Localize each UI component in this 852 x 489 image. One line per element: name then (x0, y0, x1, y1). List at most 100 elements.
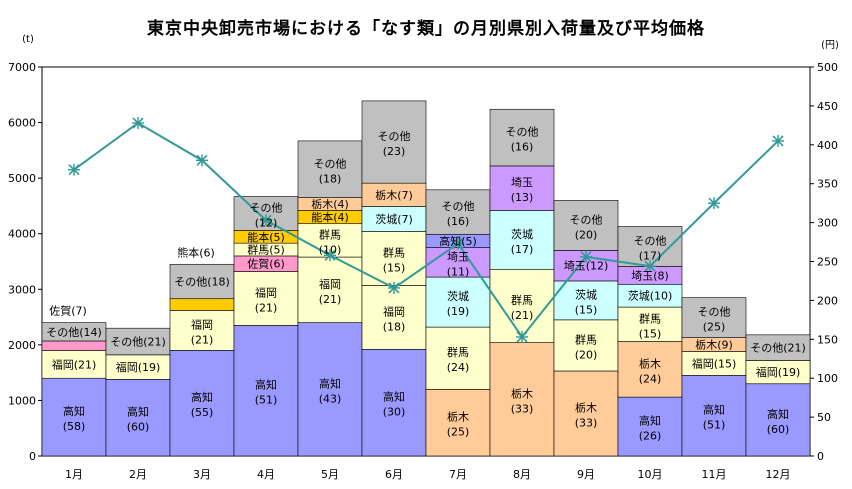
bar-segment (297, 322, 363, 457)
price-line-layer (68, 117, 784, 343)
segment-label: 茨城 (447, 289, 469, 303)
bar-segment (489, 210, 555, 270)
segment-pct: (55) (191, 406, 214, 419)
y2-tick-label: 500 (817, 61, 838, 74)
price-point (452, 237, 464, 250)
bar-segment (41, 340, 107, 351)
segment-label: 栃木(4) (311, 197, 349, 211)
bar-segment (489, 165, 555, 211)
segment-label: 群馬 (319, 227, 341, 241)
bar-segment (41, 377, 107, 457)
segment-pct: (15) (575, 303, 598, 316)
segment-label: 栃木 (575, 400, 597, 414)
bar-segment (169, 263, 235, 300)
bar-above-label: 熊本(6) (177, 245, 215, 259)
segment-label: 埼玉(8) (631, 268, 669, 282)
y2-tick-label: 300 (817, 217, 838, 230)
segment-label: 群馬 (639, 311, 661, 325)
x-tick-label: 10月 (638, 468, 663, 481)
segment-label: 群馬 (511, 293, 533, 307)
segment-label: 栃木(9) (695, 338, 733, 352)
segment-label: 群馬 (383, 245, 405, 259)
segment-pct: (33) (575, 416, 598, 429)
segment-label: 福岡(15) (692, 356, 737, 370)
segment-label: 埼玉(12) (564, 259, 609, 273)
segment-label: その他(14) (46, 326, 102, 339)
segment-label: 埼玉 (511, 175, 533, 189)
segment-label: その他 (314, 157, 347, 170)
labels-layer: 高知(58)福岡(21)その他(14)佐賀(7)高知(60)福岡(19)その他(… (46, 126, 806, 443)
x-tick-label: 12月 (766, 468, 791, 481)
y2-tick-label: 350 (817, 178, 838, 191)
bar-segment (169, 298, 235, 311)
segment-pct: (16) (511, 141, 534, 154)
segment-pct: (51) (255, 394, 278, 407)
y-tick-label: 4000 (8, 228, 36, 241)
bar-segment (553, 370, 619, 457)
x-tick-label: 6月 (385, 468, 403, 481)
segment-pct: (15) (383, 261, 406, 274)
segment-label: 高知 (63, 404, 85, 418)
segment-pct: (60) (127, 421, 150, 434)
price-point (708, 197, 720, 210)
bar-segment (553, 200, 619, 251)
segment-label: 能本(5) (247, 230, 285, 244)
y-tick-label: 1000 (8, 394, 36, 407)
segment-label: 高知 (127, 405, 149, 419)
segment-label: その他 (250, 201, 283, 214)
segment-label: その他(21) (110, 336, 166, 349)
y-tick-label: 7000 (8, 61, 36, 74)
segment-pct: (18) (383, 320, 406, 333)
price-point (388, 281, 400, 294)
segment-label: その他 (698, 306, 731, 319)
x-tick-label: 1月 (65, 468, 83, 481)
y2-tick-label: 400 (817, 139, 838, 152)
bar-segment (489, 342, 555, 457)
segment-label: 高知 (639, 414, 661, 428)
x-tick-label: 7月 (449, 468, 467, 481)
price-point (260, 214, 272, 227)
segment-label: 福岡 (255, 285, 277, 299)
segment-label: 高知 (383, 390, 405, 404)
bar-segment (681, 375, 747, 457)
y-tick-label: 2000 (8, 339, 36, 352)
price-point (132, 117, 144, 130)
segment-pct: (15) (639, 327, 662, 340)
bar-above-label: 佐賀(7) (49, 304, 87, 318)
y2-unit-label: (円) (821, 40, 839, 51)
bar-segment (553, 319, 619, 372)
segment-label: 茨城(7) (375, 212, 413, 226)
segment-pct: (13) (511, 191, 534, 204)
bar-segment (233, 271, 299, 326)
segment-label: 福岡(19) (756, 365, 801, 379)
segment-pct: (25) (703, 321, 726, 334)
segment-label: 群馬 (447, 345, 469, 359)
segment-label: 福岡(19) (116, 360, 161, 374)
y-tick-label: 3000 (8, 283, 36, 296)
chart-title: 東京中央卸売市場における「なす類」の月別県別入荷量及び平均価格 (147, 19, 705, 39)
segment-label: 茨城 (575, 287, 597, 301)
segment-label: 栃木 (639, 356, 661, 370)
segment-label: 高知 (191, 390, 213, 404)
segment-label: その他 (442, 200, 475, 213)
y2-tick-label: 450 (817, 100, 838, 113)
x-tick-label: 3月 (193, 468, 211, 481)
segment-pct: (18) (319, 172, 342, 185)
segment-label: 福岡 (319, 277, 341, 291)
segment-label: 高知(5) (439, 234, 477, 248)
segment-pct: (43) (319, 392, 342, 405)
price-point (324, 249, 336, 262)
y2-tick-label: 200 (817, 294, 838, 307)
bar-segment (617, 226, 683, 267)
bar-segment (745, 334, 811, 361)
segment-label: 高知 (319, 376, 341, 390)
segment-label: 茨城(10) (628, 289, 673, 303)
segment-pct: (10) (319, 243, 342, 256)
y2-tick-label: 50 (817, 411, 831, 424)
bar-segment (105, 354, 171, 380)
segment-label: 群馬 (575, 332, 597, 346)
price-point (516, 330, 528, 343)
segment-label: 福岡 (383, 304, 405, 318)
price-line (73, 121, 779, 339)
price-point (68, 163, 80, 176)
